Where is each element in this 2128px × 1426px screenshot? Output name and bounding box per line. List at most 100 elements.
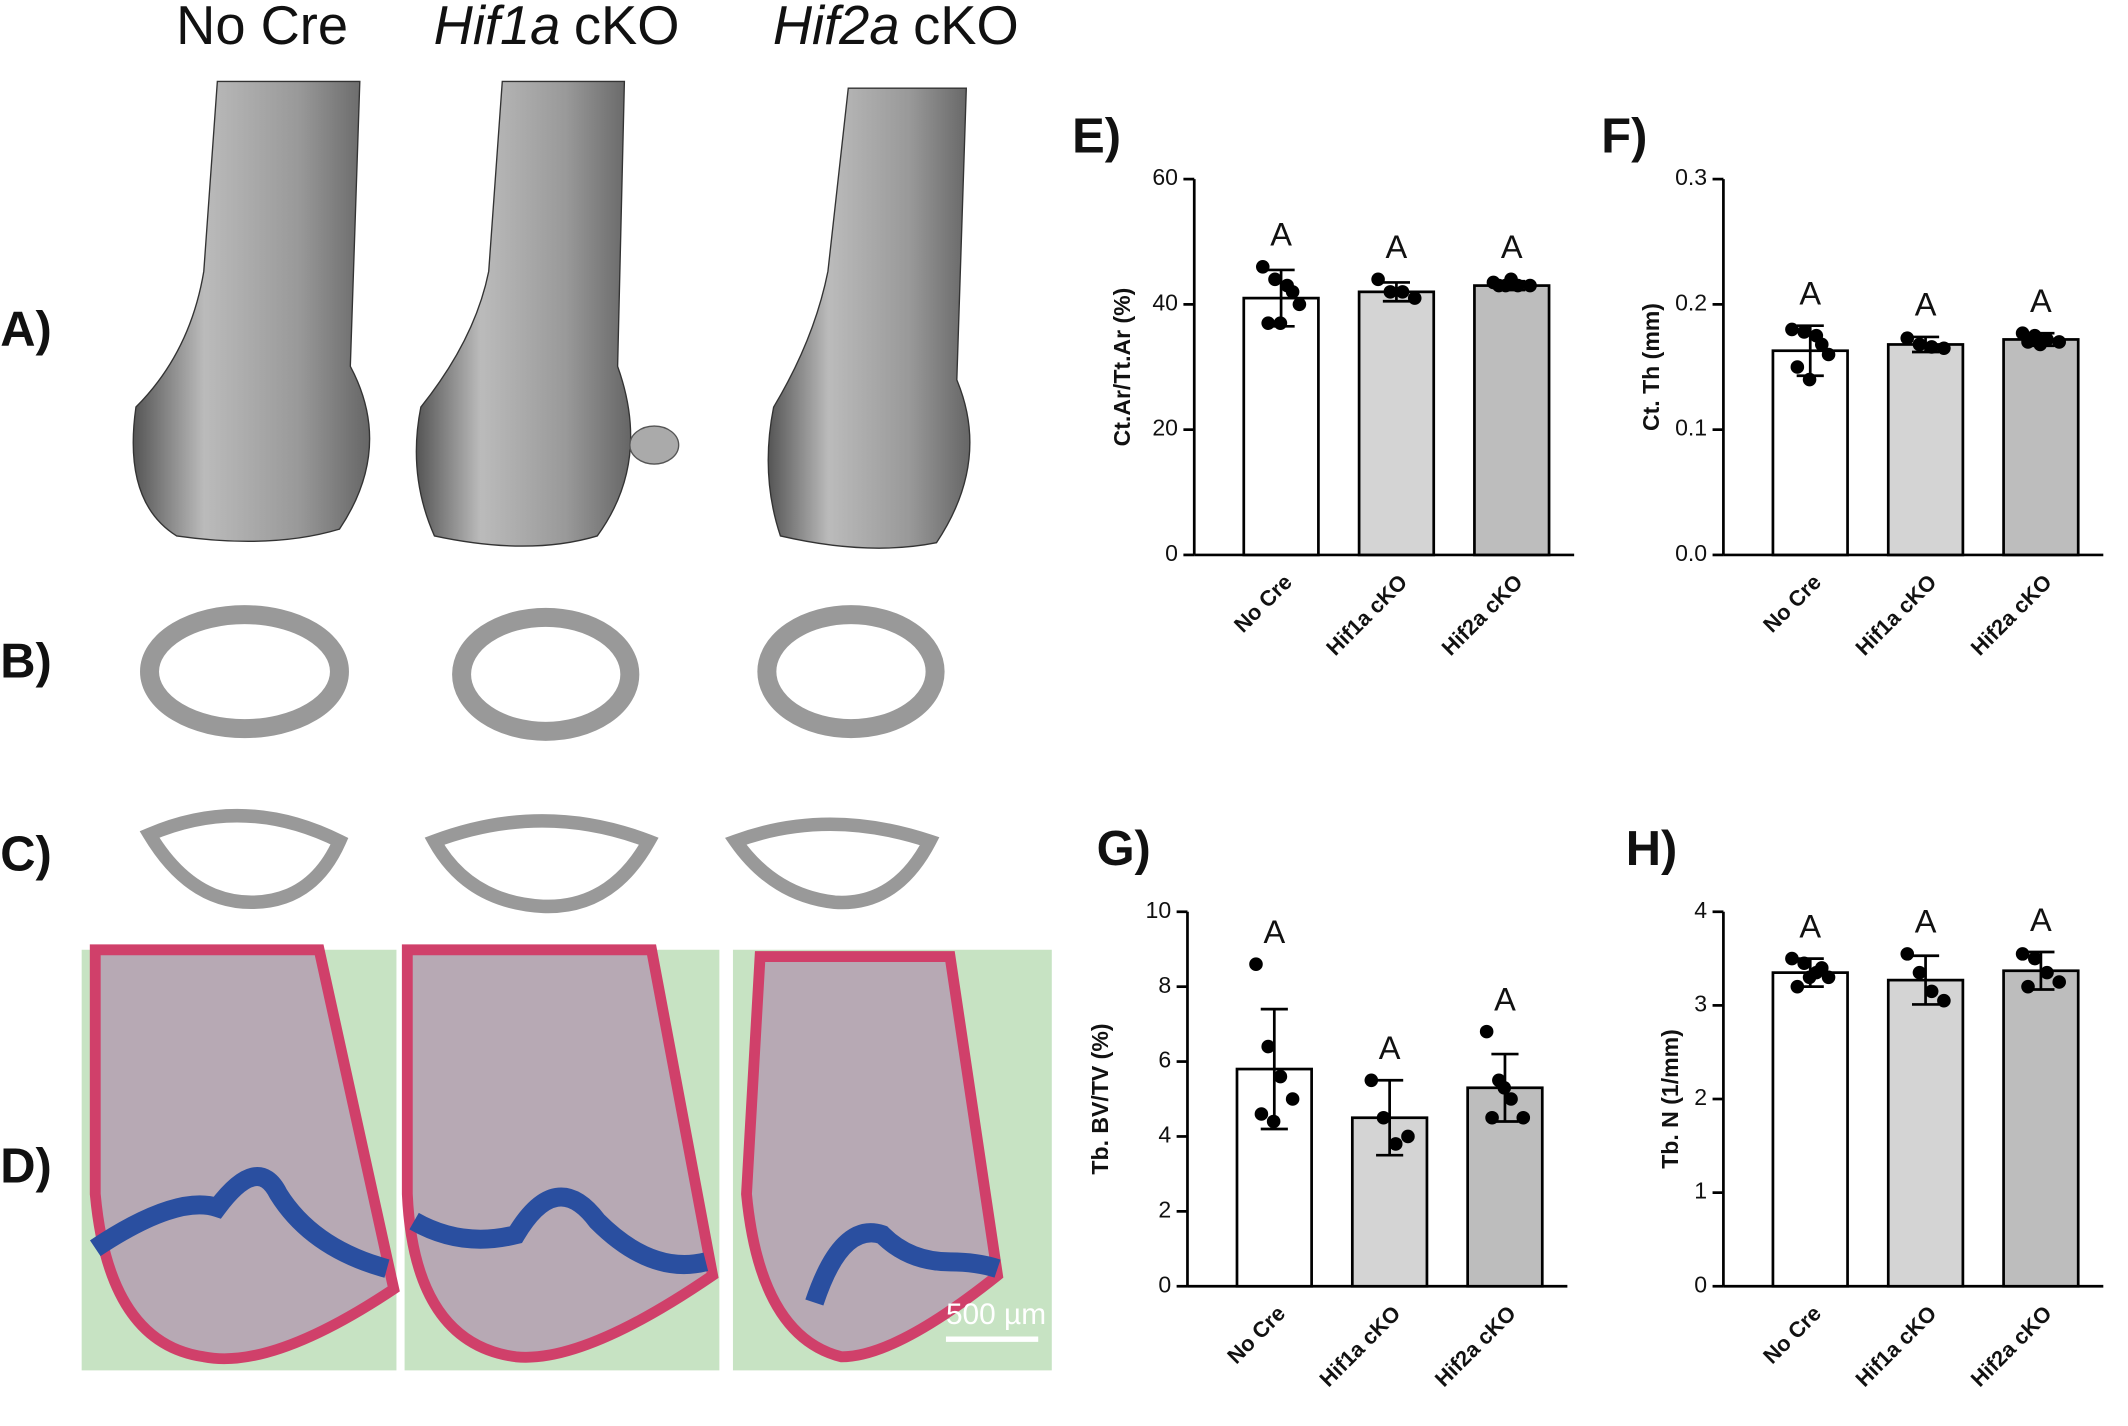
data-point [1802,970,1817,985]
y-tick-label: 0 [1694,1271,1707,1297]
x-tick-label: No Cre [1758,569,1826,637]
microct-3d [132,80,971,549]
data-point [1912,337,1927,352]
scale-bar-label: 500 µm [946,1298,1046,1331]
significance-letter: A [1379,1030,1401,1066]
significance-letter: A [1799,275,1821,311]
header-text: No Cre [176,0,348,56]
significance-letter: A [1501,229,1523,265]
chart-title: E) [1072,110,1121,164]
x-tick-label: Hif1a cKO [1850,569,1941,660]
y-axis-label: Tb. N (1/mm) [1657,1029,1683,1169]
x-tick-label: Hif2a cKO [1430,1301,1521,1392]
data-point [1285,285,1300,299]
x-tick-label: No Cre [1222,1301,1290,1369]
data-point [2033,337,2048,352]
data-point [1900,947,1915,961]
data-point [1504,1092,1518,1106]
y-tick-label: 4 [1694,897,1707,923]
data-point [1254,1107,1269,1121]
trabecular-sections [139,808,940,914]
bar [1473,284,1551,557]
y-tick-label: 6 [1158,1047,1171,1073]
data-point [1821,347,1836,362]
data-point [1924,340,1939,354]
data-point [1504,272,1518,287]
data-point [1285,1092,1300,1106]
y-tick-label: 0.1 [1675,415,1707,441]
data-point [1371,272,1385,287]
data-point [1249,957,1263,971]
y-tick-label: 1 [1694,1178,1707,1204]
chart-title: F) [1601,110,1647,164]
data-point [1814,961,1829,975]
data-point [2052,975,2066,989]
y-tick-label: 0.0 [1675,540,1707,566]
significance-letter: A [1494,981,1516,1017]
data-point [1523,278,1537,293]
data-point [2021,335,2035,349]
header-text: cKO [913,0,1019,56]
data-point [1785,322,1799,337]
y-axis-label: Ct. Th (mm) [1638,303,1664,431]
data-point [1395,285,1410,299]
bar [1350,1116,1429,1288]
cortical-sections [140,605,945,741]
significance-letter: A [1270,217,1292,253]
data-point [1255,260,1270,274]
x-tick-label: Hif2a cKO [1966,1301,2057,1392]
histology [81,944,1052,1371]
y-tick-label: 2 [1694,1084,1707,1110]
significance-letter: A [1799,908,1821,944]
x-tick-label: No Cre [1229,569,1297,637]
data-point [1401,1129,1415,1144]
data-point [1376,1110,1391,1125]
data-point [1266,1114,1281,1129]
x-tick-label: Hif2a cKO [1966,569,2057,660]
data-point [1924,984,1939,999]
data-point [1937,993,1951,1008]
y-axis-label: Ct.Ar/Tt.Ar (%) [1109,288,1135,447]
data-point [1900,331,1915,345]
chart-title: G) [1097,822,1151,876]
significance-letter: A [2030,902,2052,938]
data-point [2052,335,2066,349]
y-tick-label: 60 [1152,164,1178,190]
bar [1357,290,1436,557]
x-tick-label: Hif1a cKO [1321,569,1412,660]
data-point [1797,956,1811,971]
row-label: D) [0,1139,52,1193]
data-point [1912,965,1927,980]
x-tick-label: Hif1a cKO [1314,1301,1405,1392]
data-point [1785,951,1799,966]
bar [1886,343,1965,557]
y-tick-label: 0 [1158,1271,1171,1297]
significance-letter: A [1915,287,1937,323]
data-point [1388,1137,1403,1151]
column-header: Hif1a cKO [434,0,680,56]
x-tick-label: Hif2a cKO [1437,569,1528,660]
column-header: Hif2a cKO [773,0,1019,56]
y-tick-label: 10 [1146,897,1172,923]
row-label: A) [0,302,52,356]
header-gene: Hif1a [434,0,561,56]
data-point [1383,285,1398,299]
data-point [1479,1024,1494,1039]
bar [1771,971,1849,1288]
y-tick-label: 20 [1152,415,1178,441]
y-tick-label: 4 [1158,1122,1171,1148]
data-point [1273,1069,1288,1084]
data-point [1261,1039,1275,1054]
data-point [1407,291,1422,305]
data-point [1292,297,1307,312]
y-axis-label: Tb. BV/TV (%) [1087,1023,1113,1174]
data-point [1492,278,1506,293]
data-point [2040,965,2054,980]
data-point [1261,316,1275,330]
significance-letter: A [1915,904,1937,940]
significance-letter: A [2030,283,2052,319]
bar [1886,978,1965,1288]
data-point [1790,360,1805,374]
